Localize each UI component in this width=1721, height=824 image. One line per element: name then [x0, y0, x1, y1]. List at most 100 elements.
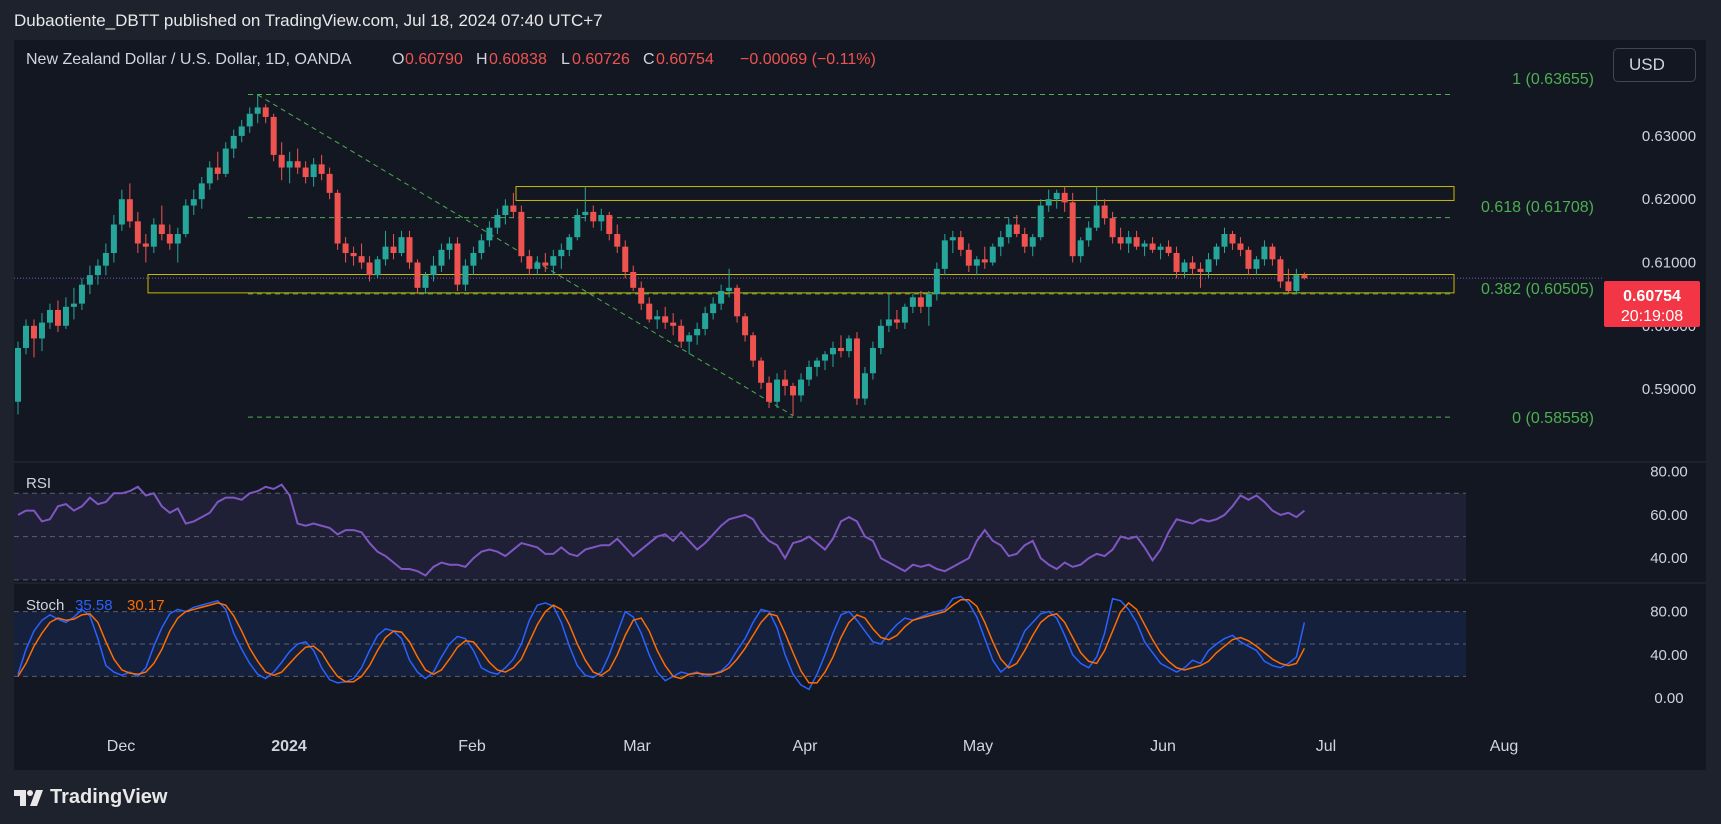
candle-body: [230, 135, 237, 149]
rsi-axis: 80.00 60.00 40.00: [1650, 464, 1688, 568]
candle-body: [270, 116, 277, 155]
stoch-pane[interactable]: [14, 595, 1466, 691]
candle: [390, 234, 397, 260]
rsi-title: RSI: [26, 475, 51, 492]
candle: [957, 230, 964, 257]
candle-body: [398, 237, 405, 253]
candle: [374, 256, 381, 279]
candle-body: [853, 338, 860, 399]
candle: [734, 284, 741, 323]
candle-body: [798, 379, 805, 396]
candle: [310, 158, 317, 187]
candle-body: [182, 205, 189, 235]
time-axis[interactable]: Dec 2024 Feb Mar Apr May Jun Jul Aug: [107, 738, 1518, 755]
candle: [254, 94, 261, 124]
price-pane[interactable]: [14, 93, 1604, 418]
candle: [222, 142, 229, 178]
candle-body: [350, 253, 357, 257]
candle-body: [981, 259, 988, 263]
currency-button[interactable]: USD: [1613, 48, 1696, 82]
candle: [989, 243, 996, 266]
candle: [877, 319, 884, 355]
candle-body: [470, 253, 477, 266]
candle-body: [710, 303, 717, 314]
candle-body: [302, 167, 309, 178]
candle: [1165, 240, 1172, 257]
rsi-pane[interactable]: [14, 483, 1466, 581]
candle: [1013, 215, 1020, 238]
candle-body: [374, 259, 381, 276]
candle: [1261, 240, 1268, 266]
candle-body: [462, 265, 469, 285]
candle: [582, 186, 589, 222]
candle: [614, 224, 621, 253]
candle: [566, 234, 573, 257]
candle-body: [1013, 224, 1020, 235]
candle-body: [294, 161, 301, 168]
candle-body: [638, 287, 645, 304]
close-label: C: [643, 51, 655, 68]
zones: [147, 186, 1455, 294]
candle-body: [510, 205, 517, 212]
candle-body: [973, 259, 980, 266]
time-tick-label: Aug: [1490, 738, 1518, 755]
low-label: L: [561, 51, 570, 68]
candle-body: [1077, 240, 1084, 257]
candle-body: [630, 271, 637, 288]
candle-body: [1141, 243, 1148, 247]
candle-body: [598, 215, 605, 222]
candle: [845, 335, 852, 358]
fib-label-618: 0.618 (0.61708): [1481, 199, 1594, 216]
candle: [1181, 259, 1188, 279]
price-badge-bg: [1604, 281, 1700, 327]
tradingview-logo[interactable]: TradingView: [14, 786, 167, 809]
candle: [630, 265, 637, 291]
candle: [965, 243, 972, 272]
candle-body: [214, 167, 221, 174]
candle-body: [1205, 259, 1212, 272]
candle-body: [742, 316, 749, 336]
candle-body: [694, 328, 701, 336]
candle-body: [1197, 268, 1204, 272]
candle: [774, 373, 781, 409]
candle-body: [646, 303, 653, 320]
candle-body: [422, 275, 429, 288]
candle-body: [1005, 224, 1012, 238]
candle-body: [390, 246, 397, 253]
candle-body: [254, 107, 261, 114]
stoch-d-line: [17, 598, 1306, 684]
candle: [718, 284, 725, 310]
chart-frame[interactable]: New Zealand Dollar / U.S. Dollar, 1D, OA…: [14, 40, 1706, 770]
candle: [1069, 192, 1076, 263]
candle-body: [893, 319, 900, 323]
rsi-line: [17, 483, 1306, 577]
candle: [286, 151, 293, 184]
candle-body: [142, 243, 149, 247]
candle: [1269, 243, 1276, 266]
candle-body: [1093, 205, 1100, 228]
price-tick-label: 0.62000: [1642, 191, 1696, 208]
candle-body: [78, 284, 85, 304]
candle-body: [678, 325, 685, 342]
close-value: 0.60754: [656, 51, 714, 68]
candle-body: [670, 322, 677, 326]
candle-body: [917, 297, 924, 307]
candle: [1045, 189, 1052, 212]
candle: [238, 120, 245, 143]
candles: [15, 94, 1308, 416]
candle-body: [54, 309, 61, 326]
candle-body: [110, 224, 117, 253]
candle: [86, 265, 93, 295]
candle-body: [430, 265, 437, 276]
chart-svg[interactable]: New Zealand Dollar / U.S. Dollar, 1D, OA…: [14, 40, 1706, 770]
rsi-tick-label: 80.00: [1650, 464, 1688, 481]
candle: [526, 249, 533, 276]
candle-body: [246, 113, 253, 127]
candle-body: [869, 347, 876, 374]
candle-body: [909, 297, 916, 307]
candle-body: [1045, 199, 1052, 206]
candle-body: [150, 224, 157, 247]
candle-body: [654, 316, 661, 320]
candle: [1157, 243, 1164, 260]
